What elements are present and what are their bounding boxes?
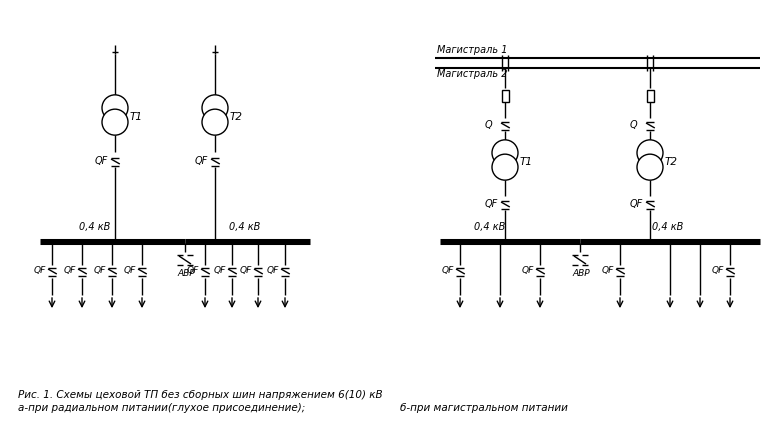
Text: Q: Q [630, 120, 637, 130]
Circle shape [637, 154, 663, 180]
Bar [647, 90, 654, 102]
Text: QF: QF [214, 266, 226, 275]
Text: Рис. 1. Схемы цеховой ТП без сборных шин напряжением 6(10) кВ: Рис. 1. Схемы цеховой ТП без сборных шин… [18, 390, 383, 400]
Text: Магистраль 1: Магистраль 1 [437, 45, 508, 55]
Text: QF: QF [64, 266, 76, 275]
Text: 0,4 кВ: 0,4 кВ [80, 222, 111, 232]
Text: 0,4 кВ: 0,4 кВ [652, 222, 684, 232]
Circle shape [202, 109, 228, 135]
Text: QF: QF [187, 266, 199, 275]
Text: QF: QF [240, 266, 252, 275]
Text: Q: Q [485, 120, 493, 130]
Circle shape [202, 95, 228, 121]
Circle shape [102, 109, 128, 135]
Bar [502, 90, 509, 102]
Text: QF: QF [267, 266, 279, 275]
Text: QF: QF [485, 199, 498, 209]
Text: QF: QF [522, 266, 534, 275]
Text: АВР: АВР [573, 269, 590, 278]
Text: QF: QF [602, 266, 615, 275]
Text: T1: T1 [130, 112, 143, 122]
Text: QF: QF [442, 266, 454, 275]
Text: T1: T1 [520, 157, 533, 167]
Text: QF: QF [712, 266, 725, 275]
Text: 0,4 кВ: 0,4 кВ [474, 222, 505, 232]
Text: а-при радиальном питании(глухое присоединение);: а-при радиальном питании(глухое присоеди… [18, 403, 305, 413]
Text: 0,4 кВ: 0,4 кВ [229, 222, 261, 232]
Text: T2: T2 [665, 157, 678, 167]
Text: T2: T2 [230, 112, 243, 122]
Text: QF: QF [630, 199, 643, 209]
Circle shape [492, 140, 518, 166]
Text: QF: QF [34, 266, 46, 275]
Text: АВР: АВР [177, 269, 195, 278]
Text: Магистраль 2: Магистраль 2 [437, 69, 508, 79]
Text: QF: QF [124, 266, 136, 275]
Circle shape [102, 95, 128, 121]
Text: QF: QF [94, 266, 106, 275]
Circle shape [637, 140, 663, 166]
Circle shape [492, 154, 518, 180]
Text: QF: QF [195, 156, 208, 166]
Text: QF: QF [95, 156, 108, 166]
Text: б-при магистральном питании: б-при магистральном питании [400, 403, 568, 413]
